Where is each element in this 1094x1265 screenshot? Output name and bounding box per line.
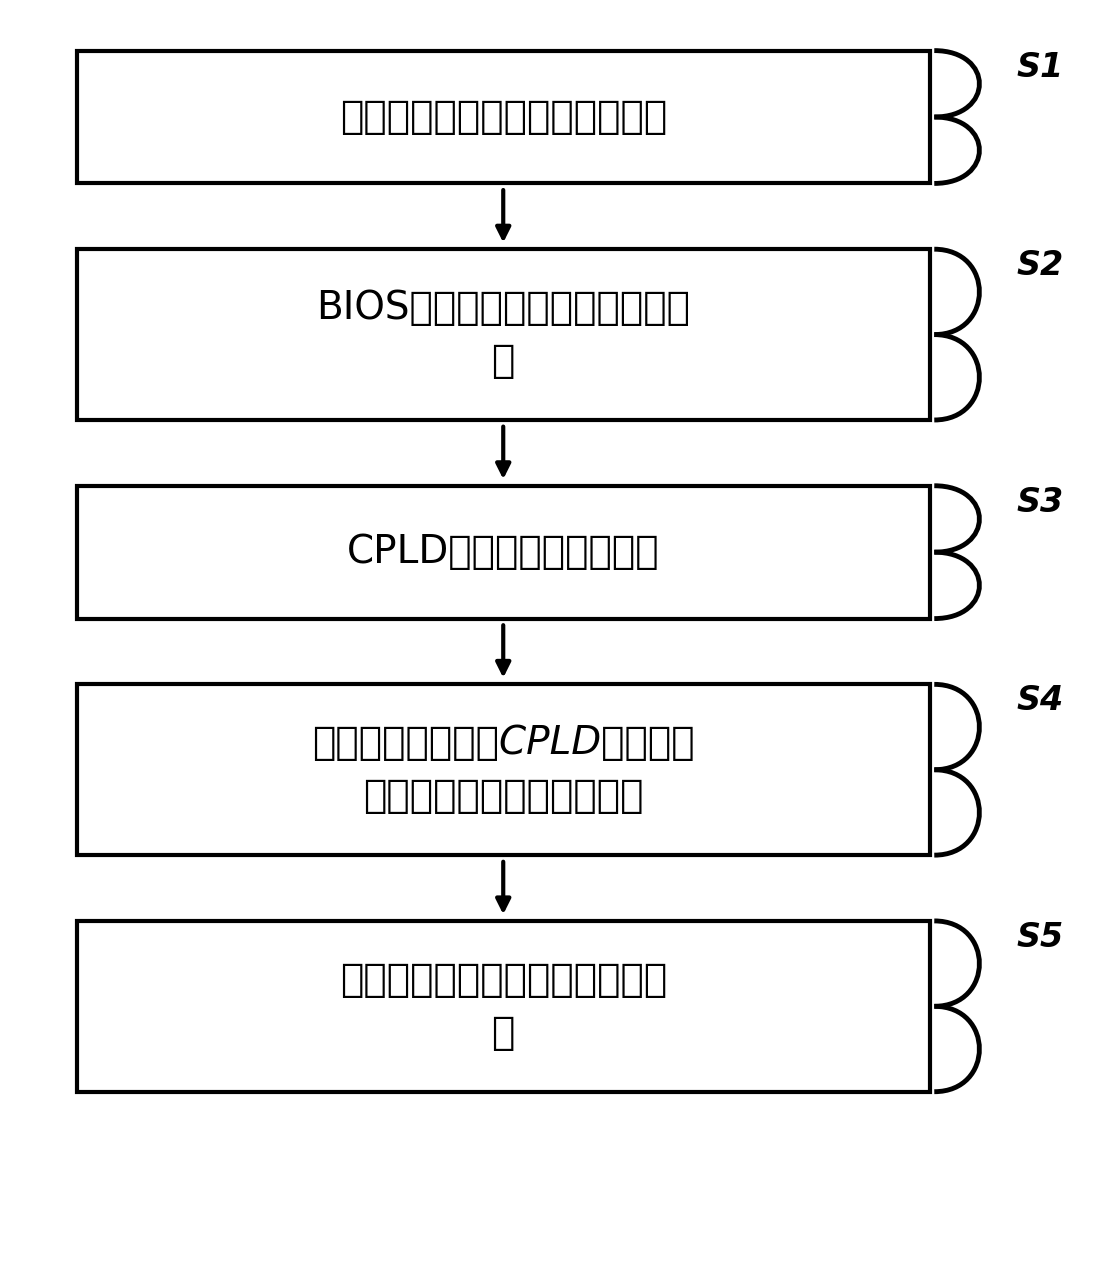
Text: 远程定位系统对故障硬盘进行定
位: 远程定位系统对故障硬盘进行定 位: [339, 961, 667, 1051]
Text: CPLD监测硬盘的系统状态: CPLD监测硬盘的系统状态: [347, 533, 660, 572]
FancyBboxPatch shape: [77, 684, 930, 855]
Text: 对服务器各节点的硬盘进行标识: 对服务器各节点的硬盘进行标识: [339, 97, 667, 137]
FancyBboxPatch shape: [77, 486, 930, 619]
Text: S3: S3: [1016, 486, 1063, 519]
Text: BIOS收集服务器各节点的硬盘信
息: BIOS收集服务器各节点的硬盘信 息: [316, 290, 690, 380]
Text: S4: S4: [1016, 684, 1063, 717]
FancyBboxPatch shape: [77, 249, 930, 420]
Text: S5: S5: [1016, 921, 1063, 954]
FancyBboxPatch shape: [77, 51, 930, 183]
Text: S1: S1: [1016, 51, 1063, 83]
Text: S2: S2: [1016, 249, 1063, 282]
FancyBboxPatch shape: [77, 921, 930, 1092]
Text: 硬盘存在故障时，CPLD将硬盘故
障信息发送至远程定位系统: 硬盘存在故障时，CPLD将硬盘故 障信息发送至远程定位系统: [312, 725, 695, 815]
